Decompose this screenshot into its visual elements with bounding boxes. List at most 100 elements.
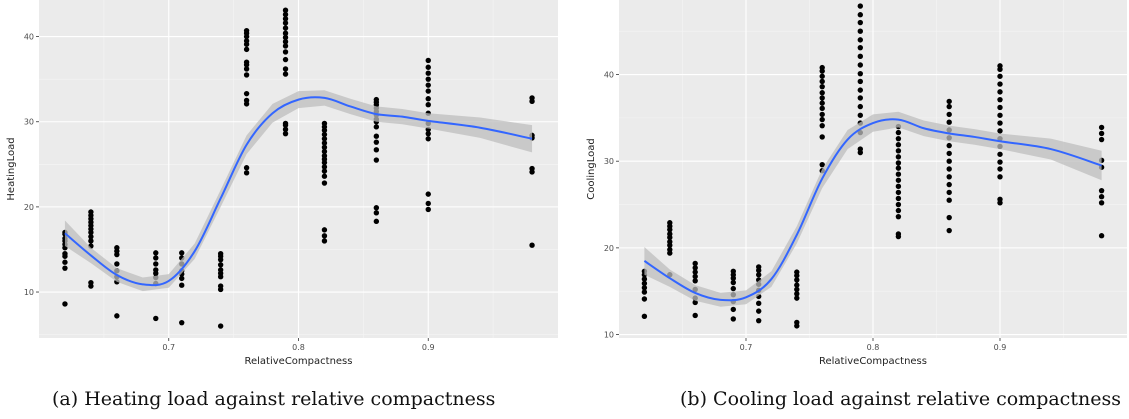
data-point [692, 299, 698, 306]
data-point [997, 63, 1003, 69]
data-point [895, 231, 902, 237]
data-point [179, 319, 185, 326]
data-point [946, 150, 952, 157]
x-tick-label: 0.9 [422, 343, 435, 352]
data-point [179, 250, 185, 256]
data-point [857, 95, 863, 101]
data-point [153, 261, 159, 267]
x-tick-label: 0.7 [740, 343, 753, 352]
data-point [895, 189, 902, 196]
data-point [282, 56, 289, 63]
y-axis-title: CoolingLoad [586, 138, 597, 199]
data-point [1098, 187, 1105, 194]
data-point [62, 301, 68, 307]
data-point [997, 166, 1003, 172]
data-point [895, 165, 902, 171]
data-point [794, 277, 800, 283]
data-point [321, 144, 328, 150]
data-point [62, 259, 68, 265]
data-point [529, 95, 535, 101]
data-point [88, 233, 94, 240]
data-point [857, 19, 863, 26]
data-point [425, 82, 431, 88]
data-point [667, 220, 673, 226]
data-point [243, 46, 250, 53]
y-tick-label: 20 [24, 203, 34, 212]
data-point [946, 142, 952, 149]
data-point [179, 275, 185, 282]
data-point [282, 39, 289, 45]
data-point [1098, 136, 1105, 143]
data-point [794, 286, 800, 293]
data-point [321, 153, 328, 159]
data-point [425, 96, 431, 102]
data-point [425, 191, 431, 197]
data-point [997, 89, 1003, 95]
data-point [243, 59, 250, 65]
data-point [819, 100, 825, 106]
data-point [819, 116, 825, 123]
data-point [946, 166, 952, 172]
data-point [425, 136, 431, 142]
data-point [282, 49, 289, 55]
data-point [819, 83, 825, 90]
data-point [756, 264, 762, 270]
y-tick-label: 20 [604, 244, 614, 253]
data-point [243, 72, 250, 78]
data-point [946, 98, 952, 105]
data-point [282, 43, 289, 49]
data-point [425, 130, 431, 137]
data-point [857, 146, 863, 152]
data-point [692, 269, 698, 275]
data-point [114, 261, 120, 267]
data-point [997, 151, 1003, 157]
data-point [819, 111, 825, 118]
data-point [321, 164, 328, 170]
data-point [217, 251, 224, 257]
data-point [425, 57, 431, 64]
data-point [895, 154, 902, 160]
data-point [373, 139, 380, 145]
data-point [895, 183, 902, 190]
data-point [946, 227, 952, 234]
data-point [819, 90, 825, 96]
y-tick-label: 40 [604, 71, 614, 80]
data-point [425, 200, 431, 207]
data-point [321, 168, 328, 174]
y-tick-label: 30 [24, 118, 34, 127]
data-point [819, 161, 825, 168]
data-point [895, 177, 902, 183]
data-point [373, 133, 380, 139]
data-point [282, 130, 289, 137]
data-point [321, 120, 328, 127]
data-point [946, 189, 952, 196]
data-point [321, 233, 328, 239]
data-point [373, 124, 380, 130]
data-point [997, 120, 1003, 126]
data-point [946, 197, 952, 203]
data-point [819, 134, 825, 140]
data-point [997, 81, 1003, 87]
data-point [1098, 194, 1105, 200]
data-point [819, 78, 825, 85]
y-axis-title: HeatingLoad [6, 137, 17, 200]
data-point [321, 238, 328, 244]
data-point [153, 255, 159, 261]
smooth-line [643, 118, 1102, 302]
x-axis-title: RelativeCompactness [819, 356, 927, 367]
data-point [692, 265, 698, 271]
data-point [857, 53, 863, 60]
data-point [321, 227, 328, 233]
data-point [282, 25, 289, 31]
data-point [857, 112, 863, 118]
data-point [895, 171, 902, 177]
data-point [895, 213, 902, 220]
data-point [857, 103, 863, 110]
data-point [756, 300, 762, 307]
x-axis-title: RelativeCompactness [245, 356, 353, 367]
data-point [819, 73, 825, 79]
data-point [946, 181, 952, 188]
data-point [88, 238, 94, 244]
data-point [321, 136, 328, 142]
data-point [857, 28, 863, 34]
